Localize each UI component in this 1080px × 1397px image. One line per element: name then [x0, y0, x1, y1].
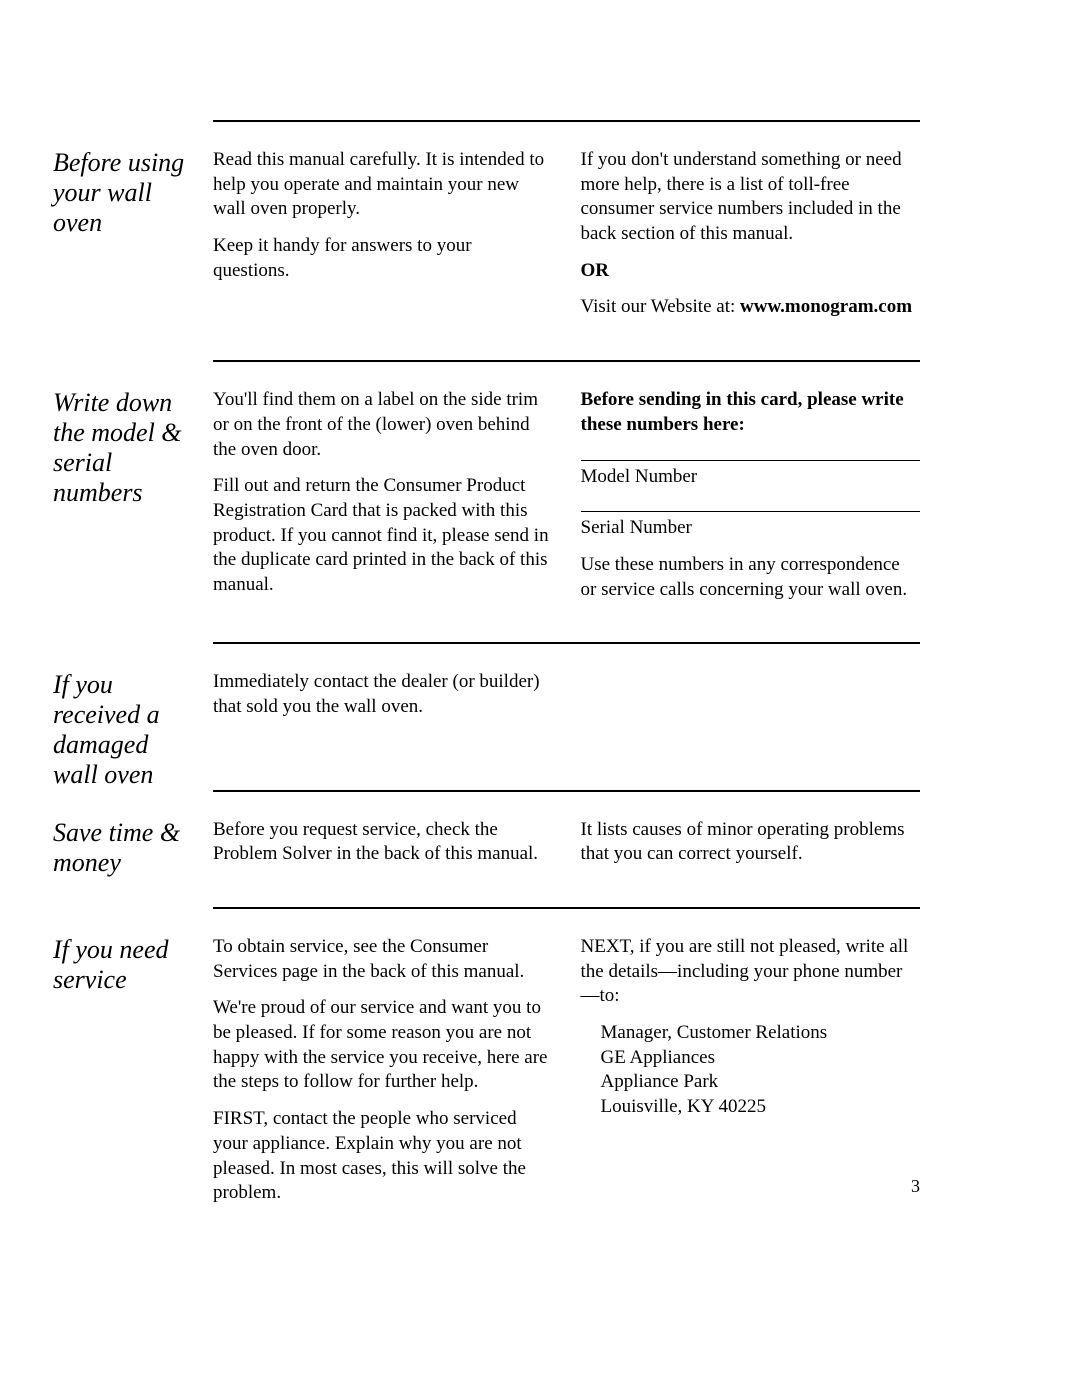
section-before-using: Before using your wall oven Read this ma…: [213, 120, 920, 360]
col-right-empty: [581, 670, 921, 719]
section-damaged: If you received a damaged wall oven Imme…: [213, 642, 920, 789]
paragraph: It lists causes of minor operating probl…: [581, 818, 921, 867]
paragraph: To obtain service, see the Consumer Serv…: [213, 935, 553, 984]
addr-line: GE Appliances: [601, 1047, 716, 1068]
address: Manager, Customer Relations GE Appliance…: [601, 1021, 921, 1120]
manual-page: Before using your wall oven Read this ma…: [0, 0, 1080, 1286]
paragraph: Fill out and return the Consumer Product…: [213, 474, 553, 597]
card-instruction: Before sending in this card, please writ…: [581, 388, 921, 437]
col-left: You'll find them on a label on the side …: [213, 388, 553, 602]
heading-need-service: If you need service: [53, 935, 193, 995]
paragraph: Keep it handy for answers to your questi…: [213, 234, 553, 283]
or-label: OR: [581, 259, 921, 284]
paragraph: Before you request service, check the Pr…: [213, 818, 553, 867]
addr-line: Appliance Park: [601, 1071, 719, 1092]
paragraph: If you don't understand something or nee…: [581, 148, 921, 247]
model-number-label: Model Number: [581, 465, 921, 490]
section-write-down: Write down the model & serial numbers Yo…: [213, 360, 920, 642]
model-number-line: [581, 460, 921, 461]
heading-before-using: Before using your wall oven: [53, 148, 193, 238]
col-left: Immediately contact the dealer (or build…: [213, 670, 553, 719]
paragraph: We're proud of our service and want you …: [213, 996, 553, 1095]
col-left: To obtain service, see the Consumer Serv…: [213, 935, 553, 1206]
addr-line: Louisville, KY 40225: [601, 1096, 767, 1117]
col-left: Before you request service, check the Pr…: [213, 818, 553, 867]
heading-damaged: If you received a damaged wall oven: [53, 670, 193, 790]
col-right: NEXT, if you are still not pleased, writ…: [581, 935, 921, 1206]
paragraph: You'll find them on a label on the side …: [213, 388, 553, 462]
addr-line: Manager, Customer Relations: [601, 1022, 828, 1043]
col-left: Read this manual carefully. It is intend…: [213, 148, 553, 320]
serial-number-label: Serial Number: [581, 516, 921, 541]
website-url: www.monogram.com: [740, 296, 912, 317]
serial-number-line: [581, 511, 921, 512]
paragraph: Immediately contact the dealer (or build…: [213, 670, 553, 719]
paragraph: Read this manual carefully. It is intend…: [213, 148, 553, 222]
section-need-service: If you need service To obtain service, s…: [213, 907, 920, 1246]
heading-write-down: Write down the model & serial numbers: [53, 388, 193, 508]
text: Visit our Website at:: [581, 296, 741, 317]
page-number: 3: [911, 1176, 920, 1197]
paragraph: Use these numbers in any correspondence …: [581, 553, 921, 602]
paragraph: NEXT, if you are still not pleased, writ…: [581, 935, 921, 1009]
col-right: It lists causes of minor operating probl…: [581, 818, 921, 867]
paragraph: FIRST, contact the people who serviced y…: [213, 1107, 553, 1206]
section-save-time: Save time & money Before you request ser…: [213, 790, 920, 907]
col-right: If you don't understand something or nee…: [581, 148, 921, 320]
col-right: Before sending in this card, please writ…: [581, 388, 921, 602]
paragraph: Visit our Website at: www.monogram.com: [581, 295, 921, 320]
heading-save-time: Save time & money: [53, 818, 193, 878]
